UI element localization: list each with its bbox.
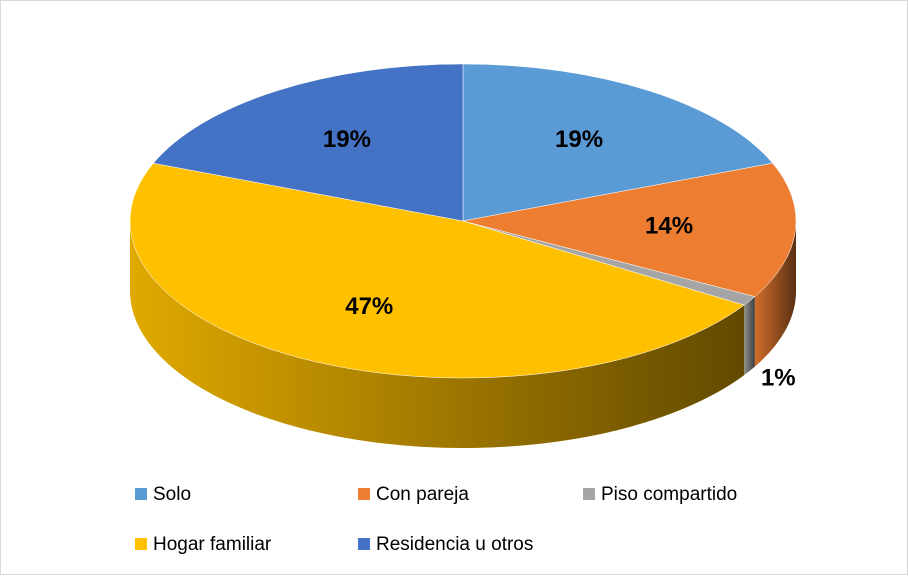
data-label: 19% <box>555 126 603 153</box>
legend-swatch <box>358 488 370 500</box>
legend-label: Solo <box>153 484 191 505</box>
data-label: 14% <box>645 212 693 239</box>
legend-label: Residencia u otros <box>376 534 533 555</box>
slice <box>129 162 745 379</box>
slice <box>152 63 464 222</box>
slice-side-shade <box>754 221 796 367</box>
legend-swatch <box>358 538 370 550</box>
slice-side-shade <box>744 296 755 376</box>
legend: Solo Con pareja Piso compartido Hogar famil… <box>135 484 737 555</box>
legend-swatch <box>135 538 147 550</box>
data-label: 19% <box>323 126 371 153</box>
legend-label: Con pareja <box>376 484 469 505</box>
legend-label: Piso compartido <box>601 484 737 505</box>
legend-swatch <box>135 488 147 500</box>
slice <box>462 63 774 222</box>
slice <box>462 162 797 297</box>
data-label: 47% <box>345 293 393 320</box>
pie-sides <box>130 221 796 448</box>
legend-swatch <box>583 488 595 500</box>
pie-tops <box>129 63 797 379</box>
data-label: 1% <box>761 364 796 391</box>
slice-side-shade <box>130 221 745 448</box>
legend-label: Hogar familiar <box>153 534 272 555</box>
data-labels: 19% 14% 1% 47% 19% <box>323 126 796 391</box>
